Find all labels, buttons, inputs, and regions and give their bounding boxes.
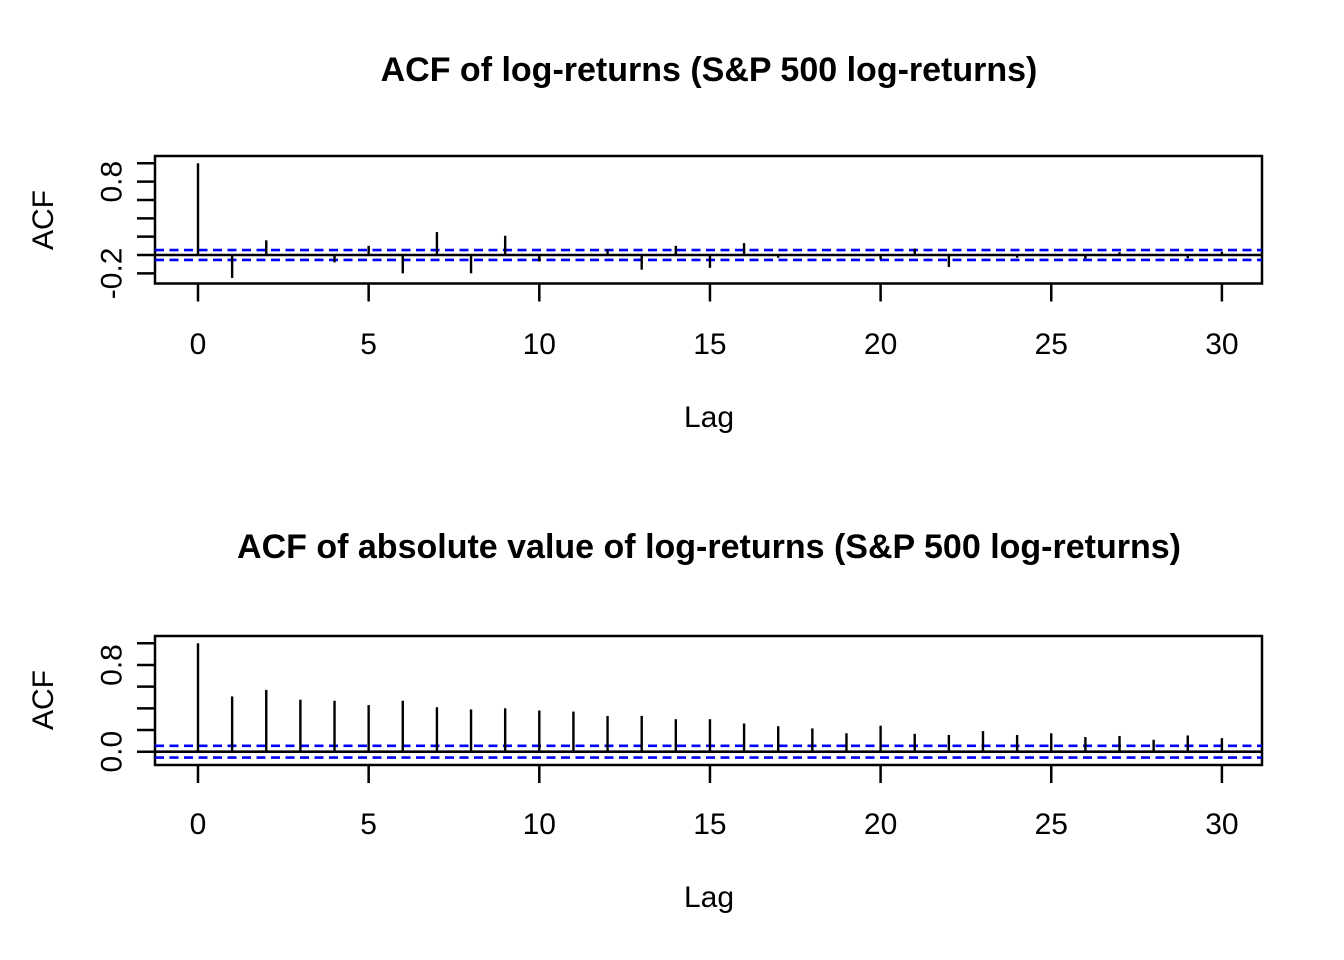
x-tick-label: 20	[864, 808, 897, 841]
x-tick-label: 5	[360, 808, 377, 841]
y-tick-label: 0.0	[96, 731, 129, 773]
chart2-title: ACF of absolute value of log-returns (S&…	[237, 528, 1181, 566]
x-tick-label: 20	[864, 328, 897, 361]
y-tick-label: 0.8	[96, 161, 129, 203]
x-tick-label: 30	[1205, 808, 1238, 841]
chart2-y-axis-title: ACF	[27, 670, 60, 730]
x-tick-label: 5	[360, 328, 377, 361]
x-tick-label: 30	[1205, 328, 1238, 361]
x-tick-label: 15	[693, 808, 726, 841]
chart1-y-axis-title: ACF	[27, 190, 60, 250]
y-tick-label: -0.2	[96, 247, 129, 299]
x-tick-label: 25	[1035, 328, 1068, 361]
plot-box	[153, 154, 1264, 285]
chart1-x-axis-title: Lag	[683, 401, 735, 434]
chart1-title: ACF of log-returns (S&P 500 log-returns)	[380, 51, 1038, 89]
acf-chart-2: 0.8 0.0 0 5 10 15 20 25 30	[96, 634, 1264, 841]
x-tick-label: 10	[523, 328, 556, 361]
plot-box	[153, 634, 1264, 767]
x-tick-label: 0	[190, 808, 207, 841]
chart2-x-axis-title: Lag	[683, 881, 735, 914]
x-tick-label: 0	[190, 328, 207, 361]
x-tick-label: 15	[693, 328, 726, 361]
acf-chart-1: 0.8 -0.2 0 5 10 15 20 25 30	[96, 154, 1264, 361]
x-tick-label: 10	[523, 808, 556, 841]
y-tick-label: 0.8	[96, 644, 129, 686]
x-tick-label: 25	[1035, 808, 1068, 841]
